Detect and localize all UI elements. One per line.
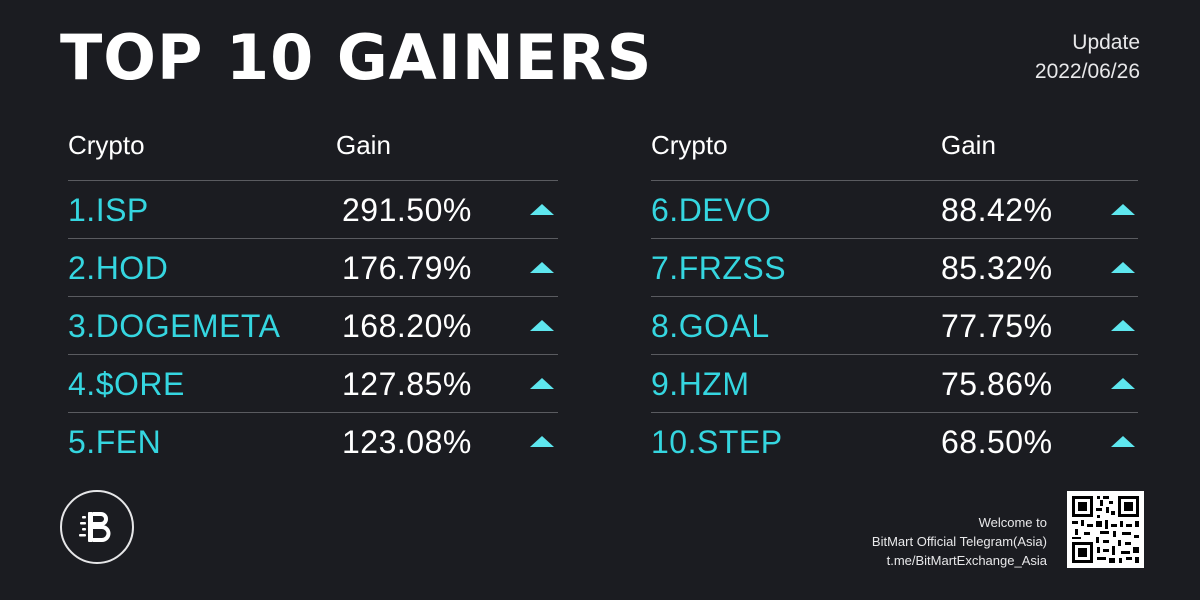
table-row: 6.DEVO 88.42% <box>651 181 1138 239</box>
up-triangle-icon <box>530 436 554 447</box>
column-header-crypto: Crypto <box>651 130 728 160</box>
gain-value: 68.50% <box>941 424 1053 460</box>
gainers-table-left: Crypto Gain 1.ISP 291.50% 2.HOD 176.79% … <box>68 130 558 470</box>
table-header: Crypto Gain <box>68 130 558 181</box>
table-row: 10.STEP 68.50% <box>651 413 1138 470</box>
crypto-name: 7.FRZSS <box>651 250 787 286</box>
up-triangle-icon <box>530 320 554 331</box>
column-header-gain: Gain <box>941 130 996 160</box>
column-header-crypto: Crypto <box>68 130 145 160</box>
gain-value: 168.20% <box>342 308 472 344</box>
up-triangle-icon <box>530 204 554 215</box>
column-header-gain: Gain <box>336 130 391 160</box>
gain-value: 88.42% <box>941 192 1053 228</box>
crypto-name: 9.HZM <box>651 366 750 402</box>
table-header: Crypto Gain <box>651 130 1138 181</box>
crypto-name: 2.HOD <box>68 250 169 286</box>
crypto-name: 8.GOAL <box>651 308 770 344</box>
up-triangle-icon <box>1111 262 1135 273</box>
gain-value: 85.32% <box>941 250 1053 286</box>
gain-value: 176.79% <box>342 250 472 286</box>
table-row: 1.ISP 291.50% <box>68 181 558 239</box>
footer-text: Welcome to BitMart Official Telegram(Asi… <box>872 513 1047 570</box>
footer-telegram-link: t.me/BitMartExchange_Asia <box>886 553 1047 568</box>
update-label: Update <box>1072 31 1140 54</box>
crypto-name: 3.DOGEMETA <box>68 308 281 344</box>
up-triangle-icon <box>1111 320 1135 331</box>
crypto-name: 6.DEVO <box>651 192 772 228</box>
up-triangle-icon <box>1111 378 1135 389</box>
table-row: 3.DOGEMETA 168.20% <box>68 297 558 355</box>
up-triangle-icon <box>530 378 554 389</box>
qr-code-icon <box>1067 491 1144 568</box>
crypto-name: 4.$ORE <box>68 366 185 402</box>
up-triangle-icon <box>530 262 554 273</box>
page-title: TOP 10 GAINERS <box>60 21 653 94</box>
up-triangle-icon <box>1111 436 1135 447</box>
gain-value: 291.50% <box>342 192 472 228</box>
gain-value: 77.75% <box>941 308 1053 344</box>
table-row: 8.GOAL 77.75% <box>651 297 1138 355</box>
gain-value: 75.86% <box>941 366 1053 402</box>
update-date: 2022/06/26 <box>1034 60 1140 83</box>
footer-welcome: Welcome to <box>978 515 1047 530</box>
table-row: 7.FRZSS 85.32% <box>651 239 1138 297</box>
gain-value: 123.08% <box>342 424 472 460</box>
bitmart-logo-icon <box>60 490 134 564</box>
gain-value: 127.85% <box>342 366 472 402</box>
table-row: 4.$ORE 127.85% <box>68 355 558 413</box>
table-row: 9.HZM 75.86% <box>651 355 1138 413</box>
footer-telegram-name: BitMart Official Telegram(Asia) <box>871 534 1047 549</box>
crypto-name: 10.STEP <box>651 424 783 460</box>
up-triangle-icon <box>1111 204 1135 215</box>
gainers-table-right: Crypto Gain 6.DEVO 88.42% 7.FRZSS 85.32%… <box>651 130 1138 470</box>
table-row: 2.HOD 176.79% <box>68 239 558 297</box>
crypto-name: 5.FEN <box>68 424 162 460</box>
update-info: Update 2022/06/26 <box>1035 28 1140 86</box>
crypto-name: 1.ISP <box>68 192 149 228</box>
table-row: 5.FEN 123.08% <box>68 413 558 470</box>
